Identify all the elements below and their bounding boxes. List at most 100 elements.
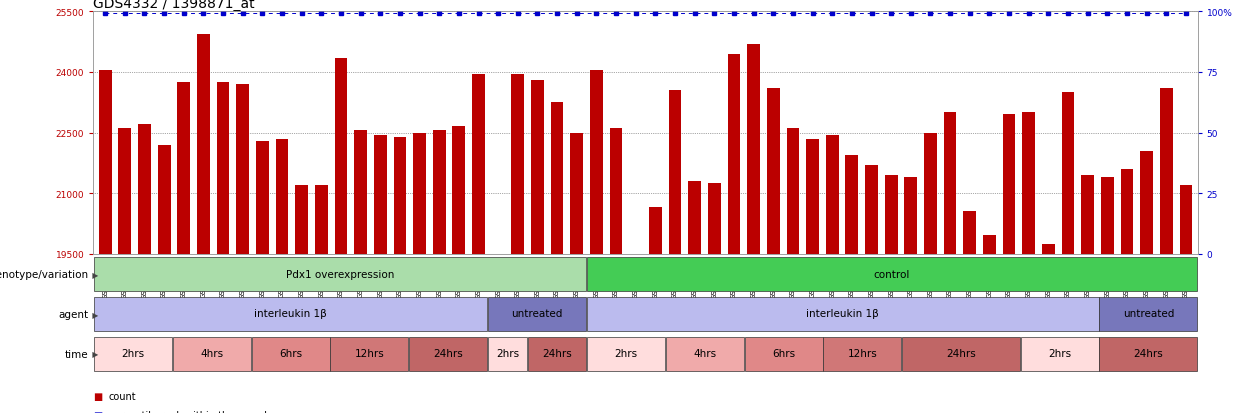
Bar xyxy=(1101,178,1114,413)
Bar xyxy=(173,337,250,371)
Bar xyxy=(355,131,367,413)
Text: genotype/variation: genotype/variation xyxy=(0,270,88,280)
Text: 6hrs: 6hrs xyxy=(279,348,303,358)
Bar xyxy=(93,297,487,331)
Bar xyxy=(93,258,586,292)
Bar xyxy=(629,270,642,413)
Text: time: time xyxy=(65,349,88,359)
Text: untreated: untreated xyxy=(512,309,563,318)
Bar xyxy=(825,135,839,413)
Text: ■: ■ xyxy=(93,391,102,401)
Text: agent: agent xyxy=(59,309,88,319)
Bar xyxy=(217,83,229,413)
Bar xyxy=(708,183,721,413)
Bar xyxy=(669,91,681,413)
Bar xyxy=(512,75,524,413)
Bar xyxy=(295,185,308,413)
Text: 2hrs: 2hrs xyxy=(1048,348,1071,358)
Bar xyxy=(1021,337,1098,371)
Text: untreated: untreated xyxy=(1123,309,1174,318)
Bar xyxy=(904,178,918,413)
Text: interleukin 1β: interleukin 1β xyxy=(254,309,327,318)
Text: percentile rank within the sample: percentile rank within the sample xyxy=(108,411,274,413)
Bar xyxy=(410,337,487,371)
Bar xyxy=(433,131,446,413)
Bar xyxy=(1179,185,1193,413)
Bar xyxy=(275,139,289,413)
Bar xyxy=(528,337,586,371)
Text: 24hrs: 24hrs xyxy=(542,348,571,358)
Text: count: count xyxy=(108,391,136,401)
Bar xyxy=(570,133,583,413)
Bar xyxy=(237,85,249,413)
Bar xyxy=(586,337,665,371)
Bar xyxy=(865,165,878,413)
Text: ▶: ▶ xyxy=(90,349,98,358)
Bar xyxy=(885,176,898,413)
Bar xyxy=(1081,176,1094,413)
Bar xyxy=(251,337,330,371)
Bar xyxy=(158,145,171,413)
Text: 24hrs: 24hrs xyxy=(433,348,463,358)
Text: 12hrs: 12hrs xyxy=(848,348,878,358)
Text: 24hrs: 24hrs xyxy=(946,348,976,358)
Bar xyxy=(747,45,759,413)
Bar xyxy=(586,297,1098,331)
Text: 2hrs: 2hrs xyxy=(496,348,519,358)
Bar xyxy=(586,258,1198,292)
Text: interleukin 1β: interleukin 1β xyxy=(807,309,879,318)
Bar xyxy=(1099,337,1198,371)
Bar xyxy=(823,337,901,371)
Bar xyxy=(1062,93,1074,413)
Bar xyxy=(532,81,544,413)
Text: ▶: ▶ xyxy=(90,310,98,319)
Bar xyxy=(118,129,131,413)
Text: 12hrs: 12hrs xyxy=(355,348,385,358)
Text: control: control xyxy=(874,269,910,279)
Text: ▶: ▶ xyxy=(90,270,98,279)
Bar xyxy=(1002,115,1016,413)
Bar xyxy=(1160,89,1173,413)
Text: 2hrs: 2hrs xyxy=(614,348,637,358)
Bar xyxy=(315,185,327,413)
Bar xyxy=(610,129,622,413)
Bar xyxy=(1120,169,1133,413)
Bar xyxy=(1042,244,1055,413)
Bar xyxy=(964,212,976,413)
Bar xyxy=(256,141,269,413)
Bar xyxy=(807,139,819,413)
Bar xyxy=(649,208,662,413)
Bar xyxy=(138,125,151,413)
Bar xyxy=(488,297,586,331)
Bar xyxy=(688,182,701,413)
Text: Pdx1 overexpression: Pdx1 overexpression xyxy=(285,269,395,279)
Text: 2hrs: 2hrs xyxy=(121,348,144,358)
Bar xyxy=(727,55,741,413)
Bar xyxy=(590,71,603,413)
Bar xyxy=(93,337,172,371)
Bar xyxy=(98,71,112,413)
Bar xyxy=(335,59,347,413)
Text: 24hrs: 24hrs xyxy=(1133,348,1163,358)
Text: 4hrs: 4hrs xyxy=(693,348,716,358)
Bar xyxy=(488,337,527,371)
Bar xyxy=(1099,297,1198,331)
Bar xyxy=(492,276,504,413)
Bar xyxy=(944,113,956,413)
Bar xyxy=(767,89,779,413)
Bar xyxy=(177,83,190,413)
Bar xyxy=(903,337,1020,371)
Bar xyxy=(413,133,426,413)
Bar xyxy=(666,337,743,371)
Bar xyxy=(787,129,799,413)
Text: 6hrs: 6hrs xyxy=(772,348,796,358)
Text: GDS4332 / 1398871_at: GDS4332 / 1398871_at xyxy=(93,0,255,12)
Bar xyxy=(452,127,466,413)
Bar xyxy=(845,155,858,413)
Bar xyxy=(550,103,564,413)
Bar xyxy=(924,133,936,413)
Bar xyxy=(1022,113,1035,413)
Text: ■: ■ xyxy=(93,411,102,413)
Bar xyxy=(745,337,823,371)
Bar xyxy=(374,135,387,413)
